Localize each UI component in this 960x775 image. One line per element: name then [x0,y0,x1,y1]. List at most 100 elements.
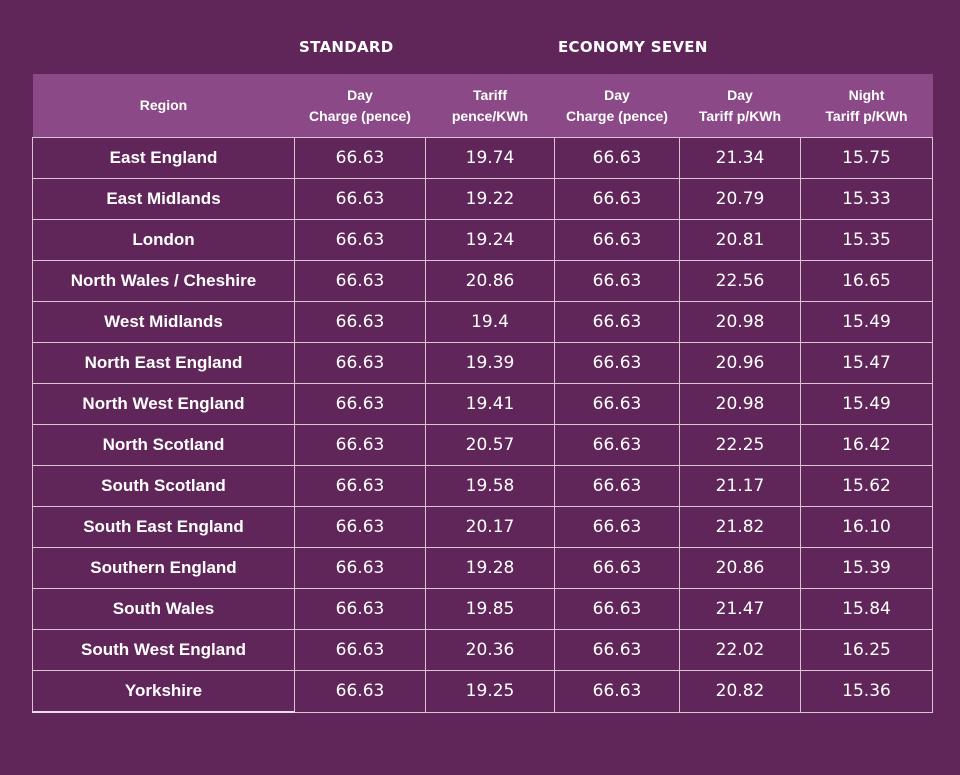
region-cell: East Midlands [32,178,295,220]
standard-day-charge-cell: 66.63 [294,629,426,671]
table-row: South Wales 66.63 19.85 66.63 21.47 15.84 [32,588,933,630]
standard-tariff-cell: 19.39 [425,342,555,384]
header-region: Region [32,74,295,138]
standard-tariff-cell: 19.22 [425,178,555,220]
e7-night-tariff-cell: 15.62 [800,465,933,507]
table-row: North Wales / Cheshire 66.63 20.86 66.63 22.… [32,260,933,302]
region-cell: Southern England [32,547,295,589]
e7-night-tariff-cell: 15.47 [800,342,933,384]
header-e7-night-tariff: Night Tariff p/KWh [800,74,933,138]
e7-day-charge-cell: 66.63 [554,219,680,261]
e7-day-charge-cell: 66.63 [554,506,680,548]
standard-tariff-cell: 20.57 [425,424,555,466]
standard-tariff-cell: 19.25 [425,670,555,713]
standard-tariff-cell: 19.41 [425,383,555,425]
e7-day-tariff-cell: 21.82 [679,506,801,548]
region-cell: Yorkshire [32,670,295,713]
standard-tariff-cell: 19.24 [425,219,555,261]
standard-day-charge-cell: 66.63 [294,547,426,589]
e7-day-charge-cell: 66.63 [554,629,680,671]
region-cell: South Wales [32,588,295,630]
region-cell: North West England [32,383,295,425]
header-e7-day-tariff: Day Tariff p/KWh [679,74,801,138]
e7-day-charge-cell: 66.63 [554,301,680,343]
e7-day-tariff-cell: 21.34 [679,137,801,179]
e7-day-tariff-cell: 21.17 [679,465,801,507]
e7-night-tariff-cell: 16.25 [800,629,933,671]
standard-day-charge-cell: 66.63 [294,670,426,713]
standard-tariff-cell: 19.85 [425,588,555,630]
e7-night-tariff-cell: 15.75 [800,137,933,179]
e7-day-charge-cell: 66.63 [554,424,680,466]
table-row: East England 66.63 19.74 66.63 21.34 15.75 [32,137,933,179]
table-row: South East England 66.63 20.17 66.63 21.82 16… [32,506,933,548]
e7-night-tariff-cell: 15.35 [800,219,933,261]
standard-day-charge-cell: 66.63 [294,342,426,384]
table-row: North East England 66.63 19.39 66.63 20.96 15… [32,342,933,384]
standard-day-charge-cell: 66.63 [294,260,426,302]
standard-day-charge-cell: 66.63 [294,137,426,179]
e7-day-tariff-cell: 21.47 [679,588,801,630]
e7-day-tariff-cell: 20.96 [679,342,801,384]
standard-tariff-cell: 20.36 [425,629,555,671]
e7-day-tariff-cell: 20.98 [679,301,801,343]
standard-day-charge-cell: 66.63 [294,178,426,220]
region-cell: London [32,219,295,261]
standard-tariff-cell: 20.86 [425,260,555,302]
e7-day-tariff-cell: 20.86 [679,547,801,589]
economy-seven-group-label: ECONOMY SEVEN [558,38,708,56]
e7-day-tariff-cell: 22.56 [679,260,801,302]
e7-day-tariff-cell: 20.81 [679,219,801,261]
standard-day-charge-cell: 66.63 [294,301,426,343]
standard-day-charge-cell: 66.63 [294,219,426,261]
region-cell: North Scotland [32,424,295,466]
header-standard-tariff: Tariff pence/KWh [425,74,555,138]
standard-tariff-cell: 19.28 [425,547,555,589]
e7-day-tariff-cell: 22.02 [679,629,801,671]
table-row: South Scotland 66.63 19.58 66.63 21.17 15.62 [32,465,933,507]
standard-day-charge-cell: 66.63 [294,506,426,548]
e7-day-charge-cell: 66.63 [554,547,680,589]
table-row: London 66.63 19.24 66.63 20.81 15.35 [32,219,933,261]
standard-day-charge-cell: 66.63 [294,588,426,630]
region-cell: West Midlands [32,301,295,343]
e7-night-tariff-cell: 16.10 [800,506,933,548]
table-row: Yorkshire 66.63 19.25 66.63 20.82 15.36 [32,670,933,713]
e7-night-tariff-cell: 15.49 [800,301,933,343]
table-row: South West England 66.63 20.36 66.63 22.02 16… [32,629,933,671]
e7-day-charge-cell: 66.63 [554,670,680,713]
e7-day-charge-cell: 66.63 [554,383,680,425]
e7-day-charge-cell: 66.63 [554,137,680,179]
e7-day-charge-cell: 66.63 [554,465,680,507]
e7-day-charge-cell: 66.63 [554,260,680,302]
table-row: West Midlands 66.63 19.4 66.63 20.98 15.49 [32,301,933,343]
e7-day-charge-cell: 66.63 [554,342,680,384]
table-row: Southern England 66.63 19.28 66.63 20.86 15.3… [32,547,933,589]
standard-day-charge-cell: 66.63 [294,424,426,466]
standard-tariff-cell: 19.4 [425,301,555,343]
region-cell: North East England [32,342,295,384]
standard-group-label: STANDARD [299,38,394,56]
header-e7-day-charge: Day Charge (pence) [554,74,680,138]
e7-day-tariff-cell: 20.98 [679,383,801,425]
standard-day-charge-cell: 66.63 [294,465,426,507]
table-row: North Scotland 66.63 20.57 66.63 22.25 16.42 [32,424,933,466]
region-cell: South Scotland [32,465,295,507]
standard-day-charge-cell: 66.63 [294,383,426,425]
e7-night-tariff-cell: 15.39 [800,547,933,589]
tariff-table: Region Day Charge (pence) Tariff pence/K… [32,74,933,713]
region-cell: North Wales / Cheshire [32,260,295,302]
standard-tariff-cell: 19.74 [425,137,555,179]
e7-day-tariff-cell: 20.82 [679,670,801,713]
e7-night-tariff-cell: 15.49 [800,383,933,425]
e7-day-tariff-cell: 20.79 [679,178,801,220]
standard-tariff-cell: 20.17 [425,506,555,548]
e7-day-charge-cell: 66.63 [554,178,680,220]
region-cell: East England [32,137,295,179]
table-row: East Midlands 66.63 19.22 66.63 20.79 15.33 [32,178,933,220]
region-cell: South West England [32,629,295,671]
e7-night-tariff-cell: 15.36 [800,670,933,713]
e7-night-tariff-cell: 16.65 [800,260,933,302]
e7-day-tariff-cell: 22.25 [679,424,801,466]
e7-night-tariff-cell: 15.84 [800,588,933,630]
